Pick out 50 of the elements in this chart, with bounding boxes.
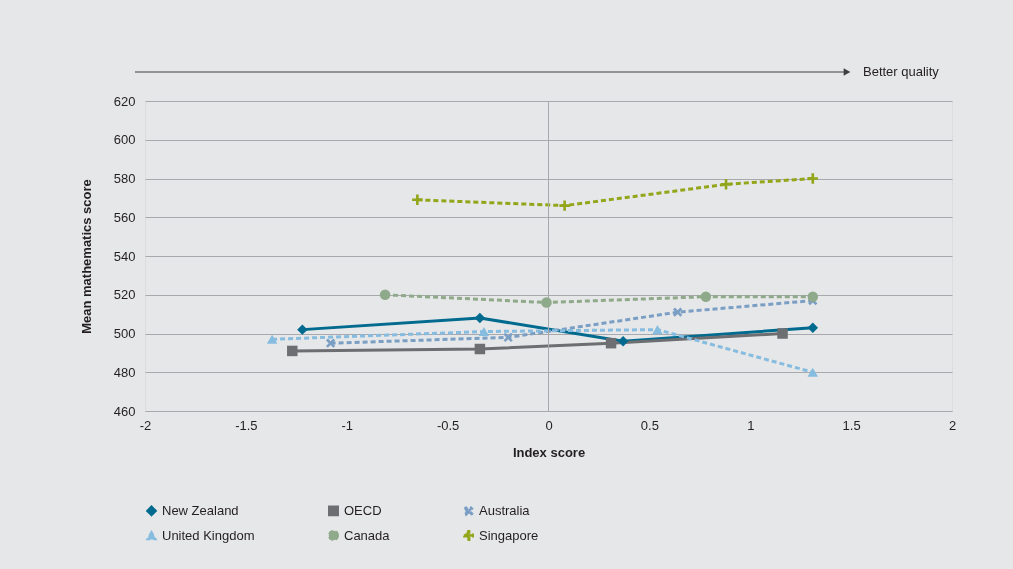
y-tick-label: 560 xyxy=(113,209,136,225)
point xyxy=(287,345,298,357)
point xyxy=(478,327,490,337)
legend-label: United Kingdom xyxy=(162,527,255,543)
x-tick-label: 0.5 xyxy=(640,417,659,433)
point xyxy=(700,291,712,302)
x-tick-label: 1 xyxy=(747,417,755,433)
x-tick-label: -1.5 xyxy=(235,417,258,433)
point xyxy=(807,322,819,333)
legend-label: Australia xyxy=(479,503,531,519)
point xyxy=(807,173,819,184)
y-tick-label: 580 xyxy=(113,171,136,186)
point xyxy=(266,334,278,344)
legend-label: Singapore xyxy=(479,527,539,543)
x-tick-label: -0.5 xyxy=(436,417,460,433)
legend-label: New Zealand xyxy=(162,502,239,518)
point xyxy=(412,194,423,206)
point xyxy=(807,367,819,377)
point xyxy=(617,336,629,347)
y-tick-label: 600 xyxy=(113,132,136,148)
x-tick-label: 2 xyxy=(948,417,957,433)
y-tick-label: 620 xyxy=(113,93,136,109)
text: Better quality xyxy=(863,64,940,79)
legend-label: OECD xyxy=(344,502,382,518)
x-axis-title: Index score xyxy=(512,444,586,460)
point xyxy=(673,307,683,317)
point xyxy=(541,297,552,308)
point xyxy=(605,337,617,349)
point xyxy=(807,291,819,302)
point xyxy=(652,325,663,335)
y-tick-label: 480 xyxy=(113,364,136,380)
x-tick-label: -1 xyxy=(341,417,354,433)
point xyxy=(559,200,570,211)
y-tick-label: 540 xyxy=(113,248,136,264)
point xyxy=(474,312,486,324)
x-tick-label: 0 xyxy=(545,417,553,433)
y-axis-title: Mean mathematics score xyxy=(78,179,94,334)
point xyxy=(474,343,486,355)
point xyxy=(326,338,336,348)
point xyxy=(503,332,513,342)
x-tick-label: 1.5 xyxy=(842,417,861,433)
x-tick-label: -2 xyxy=(139,417,152,433)
point xyxy=(297,324,308,335)
point xyxy=(720,179,732,190)
point xyxy=(379,289,391,300)
legend-label: Canada xyxy=(344,527,391,543)
y-tick-label: 460 xyxy=(113,403,136,419)
y-tick-label: 520 xyxy=(113,287,136,303)
y-tick-label: 500 xyxy=(113,326,136,341)
point xyxy=(777,328,788,339)
